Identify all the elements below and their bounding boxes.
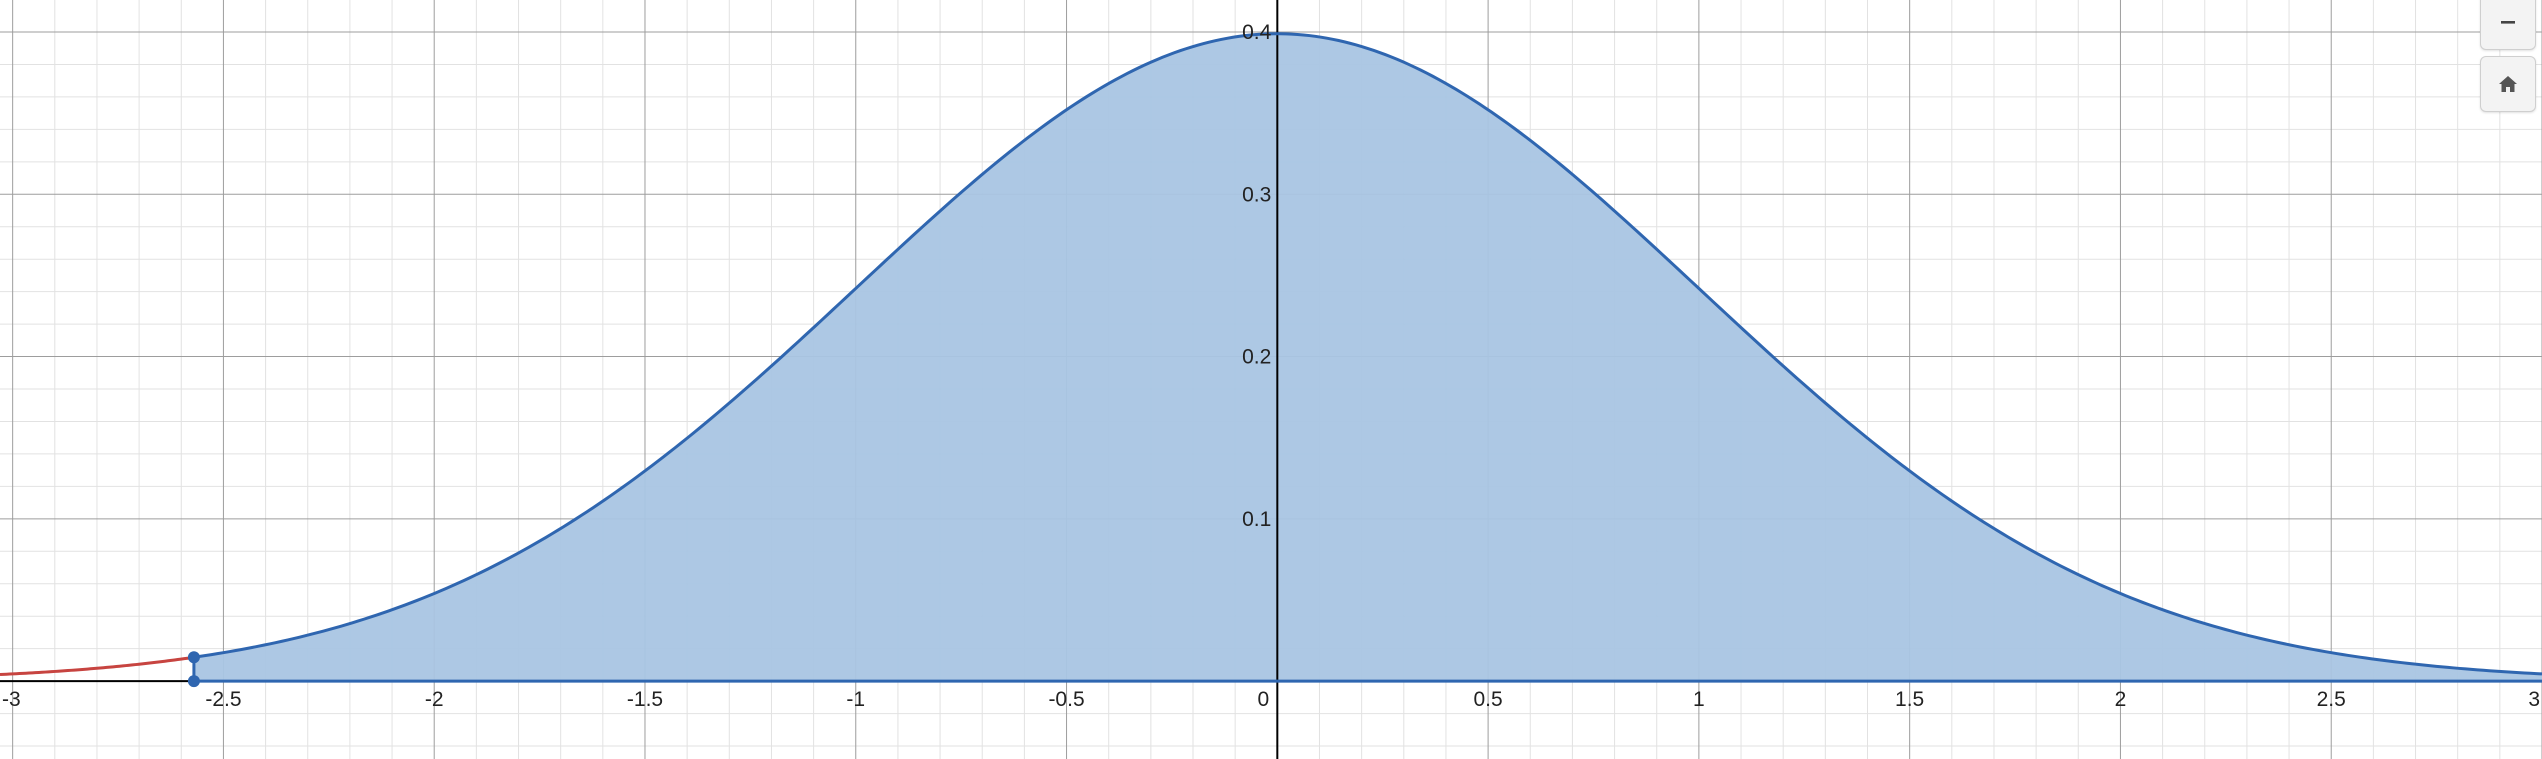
point-marker[interactable] xyxy=(187,651,200,664)
zoom-out-button[interactable] xyxy=(2480,0,2536,50)
x-tick-label: 0.5 xyxy=(1474,688,1503,711)
curves xyxy=(0,32,2542,683)
y-tick-label: 0.4 xyxy=(1242,21,1272,44)
home-button[interactable] xyxy=(2480,56,2536,112)
y-tick-label: 0.2 xyxy=(1242,346,1271,369)
zoom-controls xyxy=(2480,0,2536,118)
x-tick-label: -0.5 xyxy=(1048,688,1084,711)
y-tick-label: 0.1 xyxy=(1242,508,1271,531)
x-tick-label: 0 xyxy=(1257,688,1269,711)
home-icon xyxy=(2499,76,2517,92)
x-tick-label: 3 xyxy=(2528,688,2540,711)
x-tick-label: -1.5 xyxy=(627,688,663,711)
minus-icon xyxy=(2501,21,2515,24)
x-tick-label: 2 xyxy=(2115,688,2127,711)
x-tick-label: -2 xyxy=(425,688,444,711)
shaded-area xyxy=(193,33,2542,682)
tick-labels: -3 -2.5 -2 -1.5 -1 -0.5 0 0.5 1 1.5 2 2.5 3 0.1 0.2 0.3… xyxy=(2,21,2540,711)
x-tick-label: -3 xyxy=(2,688,21,711)
x-tick-label: -1 xyxy=(846,688,865,711)
points xyxy=(187,651,200,688)
y-tick-label: 0.3 xyxy=(1242,183,1271,206)
x-tick-label: -2.5 xyxy=(205,688,241,711)
density-curve[interactable] xyxy=(193,32,2542,676)
point-marker[interactable] xyxy=(187,675,200,688)
x-tick-label: 1 xyxy=(1693,688,1705,711)
tail-curve[interactable] xyxy=(0,655,195,677)
x-tick-label: 1.5 xyxy=(1895,688,1924,711)
x-tick-label: 2.5 xyxy=(2317,688,2346,711)
shaded-region xyxy=(193,33,2542,682)
